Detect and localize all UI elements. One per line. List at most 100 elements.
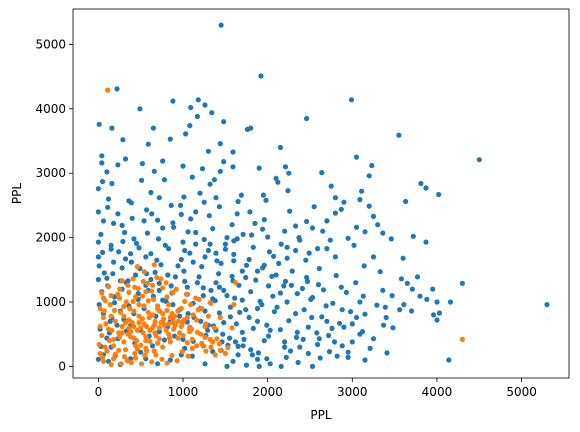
data-point [163, 327, 169, 333]
data-point [224, 363, 230, 369]
data-point [143, 289, 149, 295]
data-point [205, 148, 211, 154]
data-point [388, 236, 394, 242]
data-point [244, 126, 250, 132]
data-point [108, 246, 114, 252]
data-point [348, 97, 355, 103]
data-point [96, 121, 102, 127]
data-point [132, 350, 138, 357]
data-point [417, 293, 423, 299]
data-point [185, 353, 191, 359]
data-point [160, 318, 166, 324]
data-point [202, 102, 208, 108]
data-point [131, 236, 137, 242]
data-point [114, 86, 120, 92]
data-point [253, 277, 259, 283]
data-point [203, 348, 209, 354]
data-point [118, 361, 124, 367]
data-point [332, 195, 338, 201]
data-point [304, 278, 311, 284]
data-point [122, 256, 129, 262]
data-point [403, 198, 409, 205]
data-point [116, 249, 122, 255]
x-tick-label: 1000 [168, 385, 199, 399]
data-point [401, 302, 407, 308]
data-point [265, 234, 271, 240]
data-point [337, 320, 343, 326]
data-point [362, 311, 368, 317]
data-point [198, 331, 204, 337]
data-point [243, 274, 249, 281]
data-point [266, 249, 272, 255]
data-point [138, 349, 144, 355]
data-point [285, 188, 291, 194]
data-point [294, 291, 300, 297]
data-point [199, 264, 205, 270]
data-point [178, 256, 184, 263]
data-point [180, 332, 186, 339]
data-point [261, 217, 267, 223]
data-point [158, 262, 164, 268]
data-point [189, 345, 195, 351]
data-point [221, 320, 227, 326]
data-point [240, 231, 246, 237]
data-point [200, 285, 206, 291]
data-point [209, 110, 215, 116]
data-point [476, 157, 482, 163]
data-point [133, 272, 139, 278]
data-point [338, 284, 344, 290]
data-point [341, 199, 347, 205]
data-point [139, 316, 145, 322]
data-point [293, 223, 299, 229]
data-point [271, 253, 277, 259]
data-point [293, 311, 299, 317]
data-point [130, 276, 136, 282]
data-point [167, 357, 173, 363]
data-point [250, 325, 256, 331]
data-point [184, 284, 190, 290]
data-point [282, 228, 288, 234]
data-point [418, 180, 424, 187]
data-point [145, 141, 151, 147]
data-point [217, 168, 223, 174]
data-point [293, 334, 300, 340]
data-point [163, 280, 169, 286]
data-point [111, 300, 118, 306]
data-point [111, 307, 118, 313]
data-point [339, 307, 345, 313]
data-point [144, 207, 150, 213]
data-point [128, 259, 134, 265]
data-point [159, 356, 165, 362]
data-point [398, 276, 404, 282]
data-point [165, 272, 171, 278]
data-point [108, 293, 114, 299]
data-point [224, 293, 230, 299]
data-point [380, 287, 386, 293]
data-point [178, 323, 184, 330]
data-point [187, 250, 193, 256]
data-point [409, 308, 415, 314]
data-point [161, 322, 167, 328]
data-point [143, 334, 149, 340]
data-point [119, 330, 125, 336]
data-point [211, 325, 217, 331]
data-point [217, 141, 223, 147]
data-point [181, 268, 187, 274]
data-point [208, 287, 214, 293]
data-point [230, 164, 236, 170]
data-point [381, 322, 387, 328]
data-point [214, 258, 220, 264]
data-point [103, 321, 109, 327]
data-point [119, 278, 125, 284]
data-point [201, 199, 207, 205]
data-point [265, 283, 272, 289]
data-point [164, 360, 170, 366]
y-tick-label: 1000 [35, 295, 66, 309]
data-point [199, 166, 206, 172]
data-point [205, 247, 211, 254]
data-point [156, 329, 162, 335]
data-point [282, 344, 288, 350]
data-point [182, 278, 188, 284]
data-point [167, 136, 173, 142]
data-point [156, 325, 162, 331]
